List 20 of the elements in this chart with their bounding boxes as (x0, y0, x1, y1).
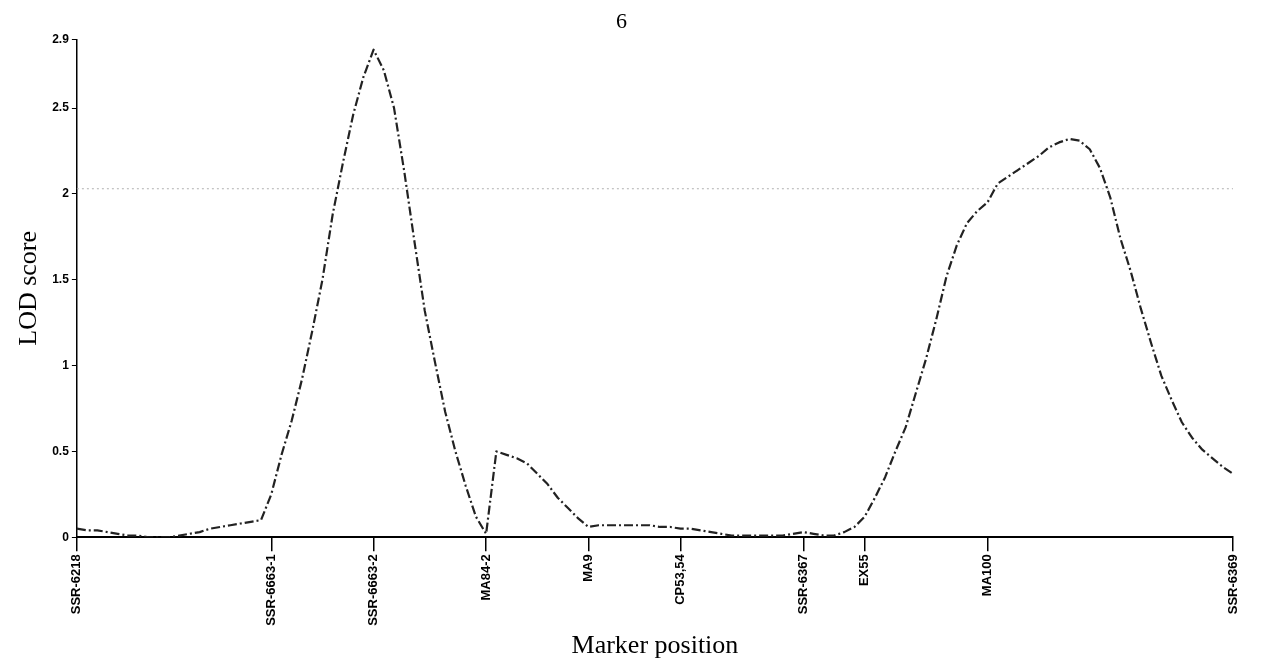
y-axis-title: LOD score (13, 230, 43, 346)
x-axis-title: Marker position (571, 630, 739, 660)
x-tick-label: EX55 (856, 554, 872, 587)
y-tick-label: 0 (62, 529, 70, 544)
x-tick-label: SSR-6663-2 (365, 554, 381, 626)
chart-title: 6 (616, 7, 627, 33)
y-tick-label: 2 (62, 186, 70, 201)
x-tick-label: SSR-6663-1 (262, 554, 278, 626)
y-tick-label: 1 (62, 357, 70, 372)
x-tick-label: MA100 (979, 554, 995, 597)
x-tick-label: SSR-6367 (794, 554, 810, 615)
y-tick-label: 0.5 (52, 443, 70, 458)
x-tick-label: SSR-6218 (68, 554, 84, 615)
y-tick-label: 2.5 (52, 100, 70, 115)
x-tick-label: CP53,54 (672, 553, 688, 605)
x-tick-label: MA84-2 (477, 554, 493, 601)
x-tick-label: MA9 (580, 554, 596, 582)
y-tick-label: 1.5 (52, 272, 70, 287)
y-tick-label: 2.9 (52, 31, 70, 46)
x-tick-label: SSR-6369 (1224, 554, 1240, 615)
